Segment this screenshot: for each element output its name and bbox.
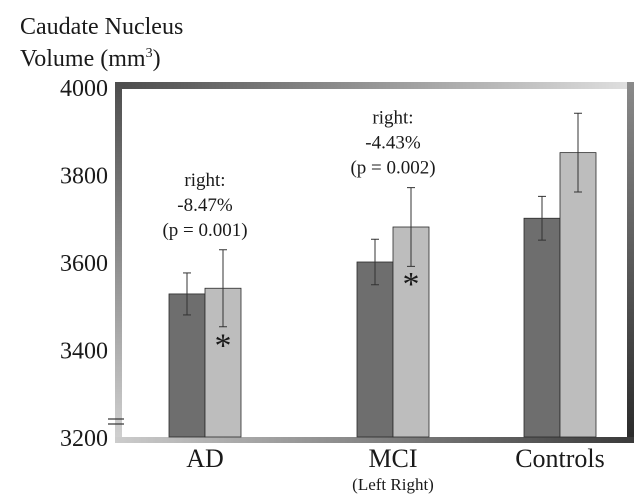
annotation-text: right: (184, 170, 225, 191)
axis-break-mark (108, 418, 124, 425)
annotations: right: -8.47% (p = 0.001) * right: -4.43% (p =… (162, 108, 435, 365)
error-bar (407, 187, 415, 267)
x-axis-category-labels: AD MCI Controls (186, 444, 605, 473)
frame-bottom (115, 437, 634, 443)
y-axis-title-line1: Caudate Nucleus (20, 14, 183, 40)
annotation-text: -4.43% (365, 133, 421, 154)
y-tick-label: 3200 (60, 426, 108, 452)
frame-top (120, 82, 632, 89)
bar-right-controls (559, 152, 597, 438)
annotation-text: (p = 0.001) (162, 220, 247, 241)
frame-right (627, 82, 634, 442)
y-tick-label: 3600 (60, 251, 108, 277)
bar-left-controls (523, 217, 561, 438)
x-category-label: Controls (515, 444, 605, 473)
y-axis-tick-labels: 3200 3400 3600 3800 4000 (60, 76, 108, 452)
error-bar (574, 112, 582, 193)
significance-asterisk: * (215, 327, 232, 364)
frame-left (115, 82, 122, 437)
x-axis-sublabel: (Left Right) (352, 475, 434, 494)
error-bar (183, 272, 191, 316)
x-category-label: AD (186, 444, 224, 473)
y-tick-label: 3400 (60, 339, 108, 365)
y-tick-label: 3800 (60, 164, 108, 190)
error-bars (183, 112, 582, 328)
y-axis-title-superscript: 3 (146, 46, 153, 61)
annotation-text: (p = 0.002) (350, 158, 435, 179)
error-bar (538, 195, 546, 241)
error-bar (371, 238, 379, 286)
significance-asterisk: * (403, 266, 420, 303)
annotation-text: -8.47% (177, 195, 233, 216)
x-category-label: MCI (368, 444, 417, 473)
y-axis-title-text: Volume (mm (20, 46, 146, 72)
annotation-text: right: (372, 108, 413, 129)
y-tick-label: 4000 (60, 76, 108, 102)
bar-left-mci (356, 261, 394, 438)
error-bar (219, 249, 227, 328)
y-axis-title-line2: Volume (mm3) (20, 46, 161, 72)
y-axis-title-close: ) (153, 46, 161, 72)
bars (168, 152, 597, 438)
